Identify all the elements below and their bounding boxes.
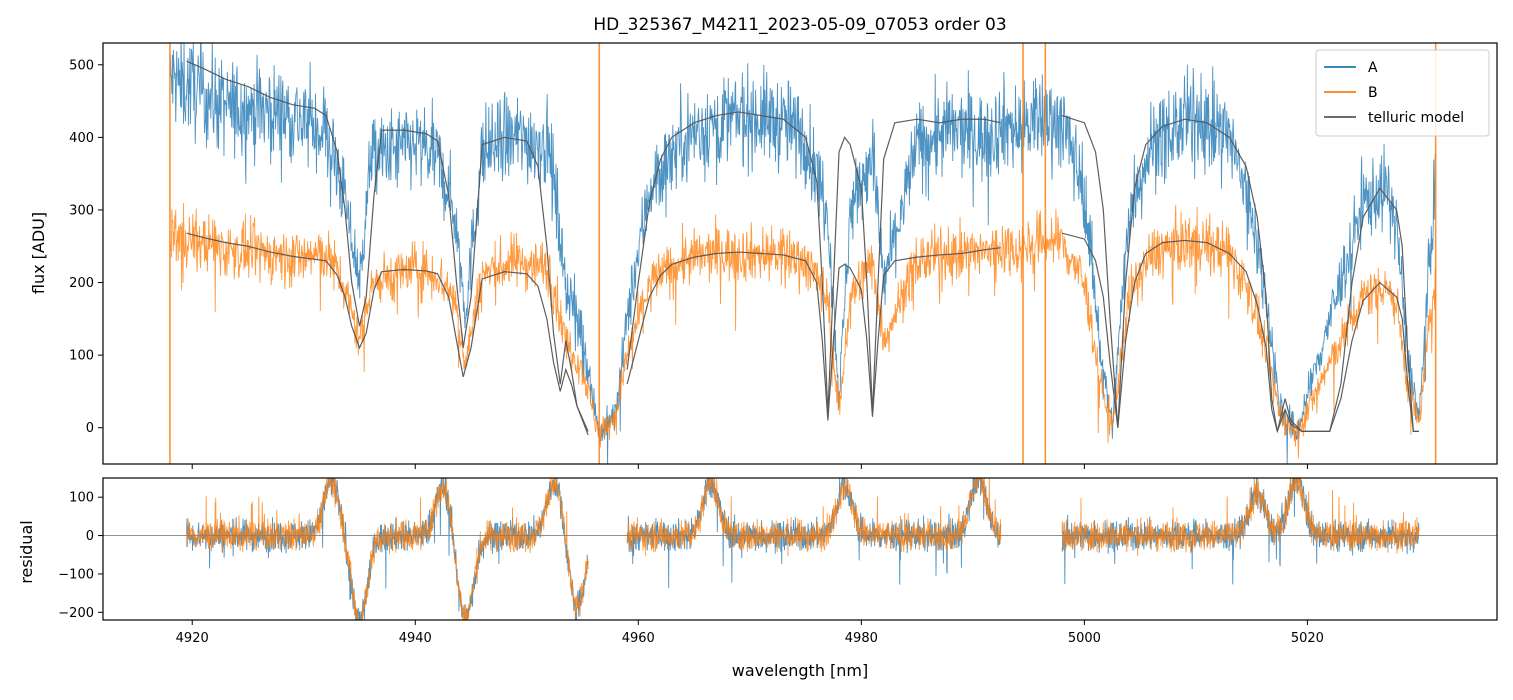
residual-y-axis-label: residual [17,520,36,583]
residual-y-tick-label: 0 [86,529,94,544]
main-y-axis-label: flux [ADU] [29,212,48,294]
x-tick-label: 4980 [845,631,878,646]
telluric-model-segment [1061,232,1419,434]
residual-y-tick-label: 100 [69,491,94,506]
x-tick-label: 4940 [399,631,432,646]
residual-y-axis: −200 −100 0 100 [58,491,103,621]
telluric-model-segment [626,111,1001,414]
x-tick-label: 4960 [622,631,655,646]
legend-entry: B [1368,85,1378,101]
residual-panel: −200 −100 0 100 4920 4940 4960 4980 5000 5020 re… [17,477,1498,680]
residual-axes-frame [102,477,1498,621]
main-y-tick-label: 200 [69,276,94,291]
residual-plot-content [103,478,1497,620]
x-axis-label: wavelength [nm] [732,661,869,680]
x-tick-label: 4920 [176,631,209,646]
residual-line-b [1061,478,1420,557]
main-y-axis: 0 100 200 300 400 500 [69,58,103,436]
telluric-model-segment [626,247,1001,421]
residual-y-tick-label: −100 [58,567,94,582]
residual-y-tick-label: −200 [58,606,94,621]
x-tick-label: 5020 [1291,631,1324,646]
main-plot-content [169,43,1437,464]
main-x-axis [191,464,1308,469]
telluric-model-segment [186,232,589,432]
legend-box [1315,49,1490,137]
residual-line-b [186,478,589,620]
main-y-tick-label: 500 [69,58,94,73]
main-axes-frame [102,42,1498,465]
main-y-tick-label: 0 [86,421,94,436]
residual-x-axis: 4920 4940 4960 4980 5000 5020 [176,620,1324,646]
telluric-model-segment [186,60,589,436]
main-panel: 0 100 200 300 400 500 flux [ADU] [29,42,1498,469]
main-y-tick-label: 400 [69,131,94,146]
chart-title: HD_325367_M4211_2023-05-09_07053 order 0… [593,15,1006,35]
legend-entry: A [1368,60,1378,76]
legend-entry: telluric model [1368,110,1464,126]
residual-line-a [186,478,589,620]
main-y-tick-label: 300 [69,203,94,218]
x-tick-label: 5000 [1068,631,1101,646]
main-y-tick-label: 100 [69,349,94,364]
